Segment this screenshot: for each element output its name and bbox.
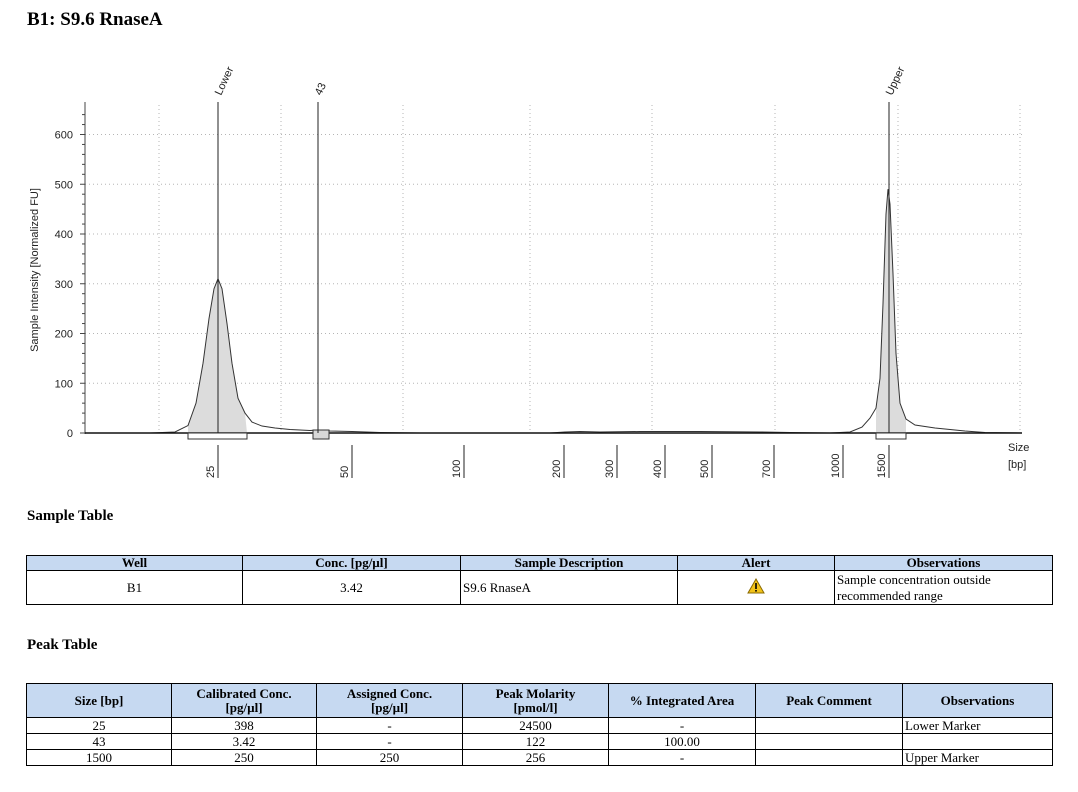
y-axis-label: Sample Intensity [Normalized FU] (29, 188, 41, 352)
header-observations: Observations (902, 683, 1053, 718)
y-tick-label: 200 (55, 329, 73, 341)
electropherogram-chart: 0 100 200 300 400 500 600 Sample Intensity [Nor… (29, 65, 1029, 478)
peak-table: Size [bp] Calibrated Conc. [pg/µl] Assign… (26, 683, 1053, 766)
peak-box-43 (312, 429, 330, 440)
cell-comment (755, 733, 903, 750)
observations-line-1: Sample concentration outside (837, 571, 991, 587)
y-tick-label: 100 (55, 378, 73, 390)
peak-label: 43 (313, 81, 329, 97)
table-row: B1 3.42 S9.6 RnaseA Sample concentration… (26, 570, 1053, 605)
header-alert: Alert (677, 555, 835, 571)
cell-area: 100.00 (608, 733, 756, 750)
cell-area: - (608, 749, 756, 766)
cell-assigned-conc: 250 (316, 749, 463, 766)
x-tick-label: 300 (604, 460, 616, 478)
cell-molarity: 24500 (462, 717, 609, 734)
cell-size: 25 (26, 717, 172, 734)
cell-description: S9.6 RnaseA (460, 570, 678, 605)
sample-table-header: Well Conc. [pg/µl] Sample Description Al… (26, 555, 1053, 571)
table-row: 1500 250 250 256 - Upper Marker (26, 749, 1053, 766)
x-tick-label: 200 (551, 460, 563, 478)
y-tick-label: 600 (55, 130, 73, 142)
cell-well: B1 (26, 570, 243, 605)
y-tick-label: 500 (55, 179, 73, 191)
header-calibrated-conc: Calibrated Conc. [pg/µl] (171, 683, 317, 718)
x-tick-label: 1000 (830, 454, 842, 478)
x-tick-label: 400 (652, 460, 664, 478)
sample-table-title: Sample Table (27, 508, 114, 524)
page-title: B1: S9.6 RnaseA (27, 9, 163, 30)
cell-assigned-conc: - (316, 717, 463, 734)
x-axis-label: Size (1008, 442, 1029, 454)
peak-label: Upper (884, 65, 908, 98)
header-peak-molarity: Peak Molarity [pmol/l] (462, 683, 609, 718)
cell-area: - (608, 717, 756, 734)
y-tick-label: 300 (55, 279, 73, 291)
cell-size: 1500 (26, 749, 172, 766)
header-conc: Conc. [pg/µl] (242, 555, 461, 571)
peak-box-upper (875, 432, 907, 440)
y-tick-label: 0 (67, 428, 73, 440)
cell-molarity: 122 (462, 733, 609, 750)
peak-label: Lower (213, 65, 237, 98)
header-peak-comment: Peak Comment (755, 683, 903, 718)
header-integrated-area: % Integrated Area (608, 683, 756, 718)
cell-size: 43 (26, 733, 172, 750)
peak-box-lower (187, 432, 248, 440)
table-row: 43 3.42 - 122 100.00 (26, 733, 1053, 750)
header-observations: Observations (834, 555, 1053, 571)
x-tick-label: 25 (205, 466, 217, 478)
x-tick-label: 100 (451, 460, 463, 478)
cell-comment (755, 749, 903, 766)
x-tick-label: 1500 (876, 454, 888, 478)
x-axis-unit: [bp] (1008, 459, 1026, 471)
table-row: 25 398 - 24500 - Lower Marker (26, 717, 1053, 734)
peak-area-upper (876, 189, 906, 433)
cell-comment (755, 717, 903, 734)
x-tick-label: 500 (699, 460, 711, 478)
cell-calibrated-conc: 250 (171, 749, 317, 766)
sample-table: Well Conc. [pg/µl] Sample Description Al… (26, 555, 1053, 605)
header-description: Sample Description (460, 555, 678, 571)
peak-table-title: Peak Table (27, 637, 98, 653)
cell-assigned-conc: - (316, 733, 463, 750)
cell-conc: 3.42 (242, 570, 461, 605)
cell-observations: Sample concentration outside recommended… (834, 570, 1053, 605)
cell-calibrated-conc: 398 (171, 717, 317, 734)
cell-molarity: 256 (462, 749, 609, 766)
header-assigned-conc: Assigned Conc. [pg/µl] (316, 683, 463, 718)
header-well: Well (26, 555, 243, 571)
x-tick-label: 700 (761, 460, 773, 478)
cell-observations (902, 733, 1053, 750)
cell-observations: Upper Marker (902, 749, 1053, 766)
cell-alert (677, 570, 835, 605)
x-tick-label: 50 (339, 466, 351, 478)
cell-observations: Lower Marker (902, 717, 1053, 734)
cell-calibrated-conc: 3.42 (171, 733, 317, 750)
y-tick-label: 400 (55, 229, 73, 241)
peak-table-header: Size [bp] Calibrated Conc. [pg/µl] Assign… (26, 683, 1053, 718)
warning-icon (747, 578, 765, 594)
trace-line (85, 189, 1023, 434)
header-size: Size [bp] (26, 683, 172, 718)
observations-line-2: recommended range (837, 587, 943, 603)
